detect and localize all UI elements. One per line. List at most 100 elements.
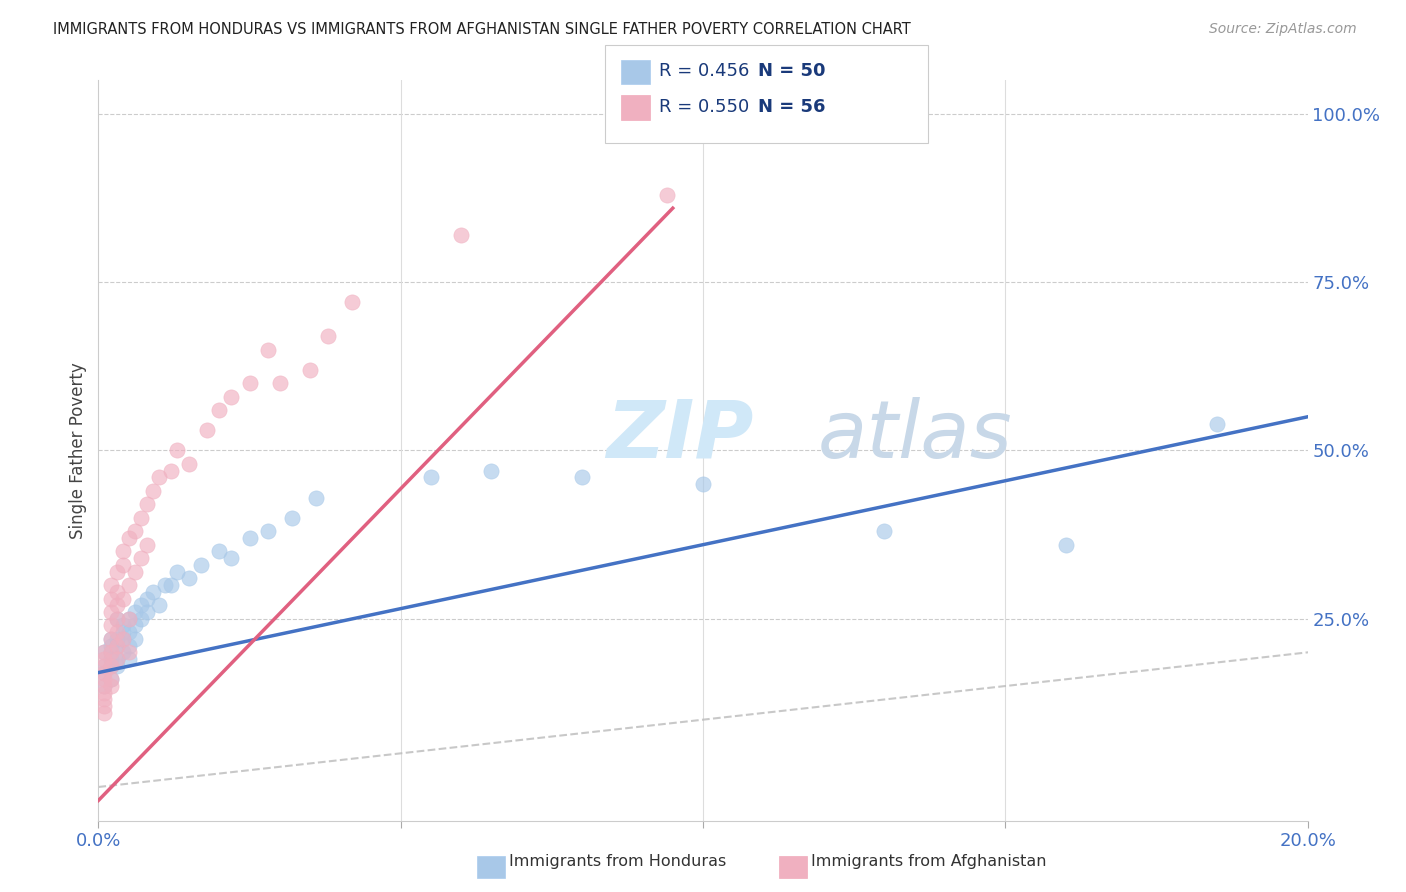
Point [142, 483, 165, 498]
Point [105, 625, 128, 640]
Point [93, 679, 115, 693]
Point [239, 376, 262, 391]
Point [105, 599, 128, 613]
Point [118, 645, 141, 659]
Point [124, 565, 146, 579]
Text: N = 50: N = 50 [758, 62, 825, 80]
Point [420, 470, 443, 484]
Point [105, 565, 128, 579]
Point [221, 390, 243, 404]
Point [105, 652, 128, 666]
Point [100, 605, 122, 619]
Point [148, 470, 170, 484]
Point [111, 591, 134, 606]
Point [105, 658, 128, 673]
Point [873, 524, 896, 539]
Point [111, 632, 134, 646]
Point [281, 510, 304, 524]
Point [316, 329, 339, 343]
Point [105, 612, 128, 626]
Point [93, 665, 115, 680]
Point [135, 538, 157, 552]
Point [124, 605, 146, 619]
Point [100, 645, 122, 659]
Point [93, 645, 115, 659]
Point [100, 652, 122, 666]
Point [111, 625, 134, 640]
Point [179, 571, 201, 585]
Point [481, 464, 503, 478]
Point [135, 497, 157, 511]
Point [100, 658, 122, 673]
Point [129, 551, 152, 566]
Point [93, 692, 115, 706]
Point [100, 673, 122, 687]
Point [256, 343, 278, 357]
Point [208, 544, 231, 558]
Point [571, 470, 593, 484]
Point [93, 673, 115, 687]
Point [93, 652, 115, 666]
Point [166, 443, 188, 458]
Point [342, 295, 364, 310]
Text: Immigrants from Afghanistan: Immigrants from Afghanistan [811, 855, 1046, 869]
Point [124, 618, 146, 632]
Point [111, 632, 134, 646]
Point [93, 699, 115, 714]
Point [305, 491, 328, 505]
Point [93, 679, 115, 693]
Point [118, 612, 141, 626]
Point [118, 625, 141, 640]
Point [93, 658, 115, 673]
Point [105, 639, 128, 653]
Point [93, 645, 115, 659]
Point [190, 558, 212, 572]
Point [100, 658, 122, 673]
Point [166, 565, 188, 579]
Point [195, 423, 218, 437]
Point [100, 632, 122, 646]
Text: R = 0.550: R = 0.550 [659, 98, 749, 116]
Point [111, 558, 134, 572]
Point [118, 612, 141, 626]
Point [135, 591, 157, 606]
Point [100, 591, 122, 606]
Point [93, 658, 115, 673]
Point [100, 632, 122, 646]
Y-axis label: Single Father Poverty: Single Father Poverty [69, 362, 87, 539]
Point [160, 578, 183, 592]
Point [124, 632, 146, 646]
Point [100, 673, 122, 687]
Point [93, 686, 115, 700]
Point [118, 639, 141, 653]
Point [124, 524, 146, 539]
Point [1054, 538, 1077, 552]
Text: Immigrants from Honduras: Immigrants from Honduras [509, 855, 727, 869]
Text: ZIP: ZIP [606, 397, 754, 475]
Point [148, 599, 170, 613]
Point [256, 524, 278, 539]
Point [118, 652, 141, 666]
Point [100, 578, 122, 592]
Point [208, 403, 231, 417]
Point [221, 551, 243, 566]
Point [299, 362, 322, 376]
Text: N = 56: N = 56 [758, 98, 825, 116]
Point [100, 639, 122, 653]
Point [105, 632, 128, 646]
Point [111, 618, 134, 632]
Point [111, 544, 134, 558]
Point [105, 612, 128, 626]
Point [118, 578, 141, 592]
Text: IMMIGRANTS FROM HONDURAS VS IMMIGRANTS FROM AFGHANISTAN SINGLE FATHER POVERTY CO: IMMIGRANTS FROM HONDURAS VS IMMIGRANTS F… [53, 22, 911, 37]
Point [100, 618, 122, 632]
Point [129, 612, 152, 626]
Point [142, 584, 165, 599]
Point [100, 679, 122, 693]
Point [239, 531, 262, 545]
Point [111, 645, 134, 659]
Point [179, 457, 201, 471]
Point [160, 464, 183, 478]
Point [129, 510, 152, 524]
Point [93, 706, 115, 720]
